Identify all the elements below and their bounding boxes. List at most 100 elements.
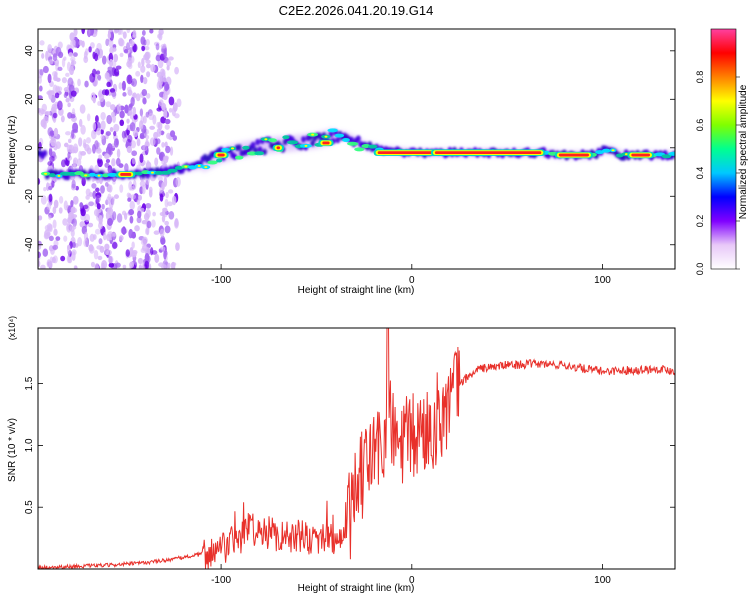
noise-dot — [81, 177, 86, 187]
noise-dot — [149, 137, 156, 146]
noise-dot — [59, 195, 64, 204]
noise-dot — [160, 235, 166, 246]
snr-scale-label: (x10⁴) — [7, 316, 17, 340]
noise-dot — [140, 239, 147, 246]
noise-dot — [146, 92, 151, 99]
noise-dot — [104, 243, 110, 251]
noise-dot — [88, 201, 95, 207]
ridge-body-dot — [335, 136, 341, 144]
noise-dot — [128, 181, 133, 191]
noise-dot — [132, 92, 137, 99]
noise-dot — [145, 39, 150, 46]
noise-dot — [95, 211, 100, 221]
noise-dot — [52, 206, 57, 215]
noise-dot — [113, 194, 119, 199]
noise-dot — [156, 107, 163, 112]
ridge-blob-core — [324, 135, 328, 138]
noise-dot — [52, 53, 58, 62]
ridge-blob — [48, 173, 56, 178]
noise-dot — [60, 159, 67, 168]
noise-dot — [105, 158, 111, 164]
noise-dot — [60, 115, 65, 123]
noise-dot — [130, 140, 137, 149]
noise-dot — [100, 120, 106, 131]
noise-dot — [106, 249, 112, 256]
colorbar-tick-label: 0.8 — [695, 71, 705, 84]
noise-dot — [100, 263, 106, 269]
noise-dot — [164, 220, 169, 226]
noise-dot — [84, 143, 90, 152]
noise-dot — [115, 262, 121, 268]
noise-dot — [138, 120, 144, 130]
noise-dot — [155, 54, 161, 62]
ridge-body-dot — [255, 138, 261, 146]
noise-dot — [166, 60, 172, 67]
snr-panel: -100 0 100 0.5 1.0 1.5 Height of straight li… — [7, 316, 676, 594]
noise-dot — [42, 65, 49, 74]
ridge-blob — [286, 140, 299, 145]
ridge-body-dot — [236, 144, 242, 151]
noise-dot — [55, 141, 61, 150]
snr-ylabel: SNR (10 * v/v) — [7, 418, 18, 482]
noise-dot — [142, 144, 148, 151]
noise-dot — [127, 197, 132, 202]
noise-dot — [89, 42, 95, 49]
ridge-blob — [282, 135, 290, 140]
noise-dot — [70, 199, 74, 207]
noise-dot — [101, 55, 107, 65]
noise-dot — [174, 66, 180, 75]
noise-dot — [41, 53, 45, 59]
noise-dot — [146, 159, 150, 169]
noise-dot — [98, 221, 103, 230]
noise-dot — [72, 195, 79, 205]
noise-dot — [48, 185, 53, 191]
colorbar: 0.0 0.2 0.4 0.6 0.8 Normalized spectral ampl… — [695, 28, 749, 275]
noise-dot — [52, 112, 58, 119]
noise-dot — [52, 49, 57, 55]
noise-dot — [112, 241, 118, 249]
noise-dot — [108, 255, 114, 264]
noise-dot — [151, 219, 156, 228]
noise-dot — [169, 146, 174, 156]
noise-dot — [70, 207, 76, 214]
noise-dot — [118, 38, 125, 47]
noise-dot — [167, 201, 173, 207]
noise-dot — [49, 155, 55, 163]
ridge-blob — [347, 141, 359, 146]
noise-dot — [66, 246, 71, 256]
ridge-blob — [207, 160, 218, 165]
noise-dot — [121, 210, 127, 216]
noise-dot — [70, 90, 77, 97]
noise-dot — [155, 43, 160, 51]
noise-dot — [100, 111, 106, 121]
noise-dot — [135, 70, 141, 77]
noise-dot — [143, 129, 147, 139]
noise-dot — [39, 68, 44, 76]
ridge-blob-core — [97, 174, 101, 177]
noise-dot — [38, 95, 43, 100]
spectrogram-marks — [38, 29, 675, 269]
noise-dot — [96, 203, 101, 210]
spectrogram-y-tick-label: 40 — [24, 45, 35, 57]
noise-dot — [141, 184, 146, 195]
noise-dot — [71, 60, 77, 65]
noise-dot — [107, 217, 113, 226]
noise-dot — [84, 80, 89, 88]
noise-dot — [107, 143, 113, 152]
ridge-blob — [107, 172, 118, 177]
noise-dot — [96, 127, 102, 136]
ridge-blob — [334, 133, 345, 138]
ridge-blob-core — [231, 147, 235, 150]
spectrogram-x-ticks: -100 0 100 — [211, 264, 611, 286]
noise-dot — [148, 112, 155, 121]
noise-dot — [134, 225, 140, 232]
noise-dot — [132, 29, 137, 38]
noise-dot — [38, 177, 41, 186]
noise-dot — [95, 148, 102, 154]
noise-dot — [48, 193, 53, 202]
noise-dot — [106, 196, 111, 205]
noise-dot — [160, 246, 166, 251]
noise-dot — [119, 184, 124, 193]
noise-dot — [129, 122, 136, 132]
noise-dot — [101, 203, 105, 210]
